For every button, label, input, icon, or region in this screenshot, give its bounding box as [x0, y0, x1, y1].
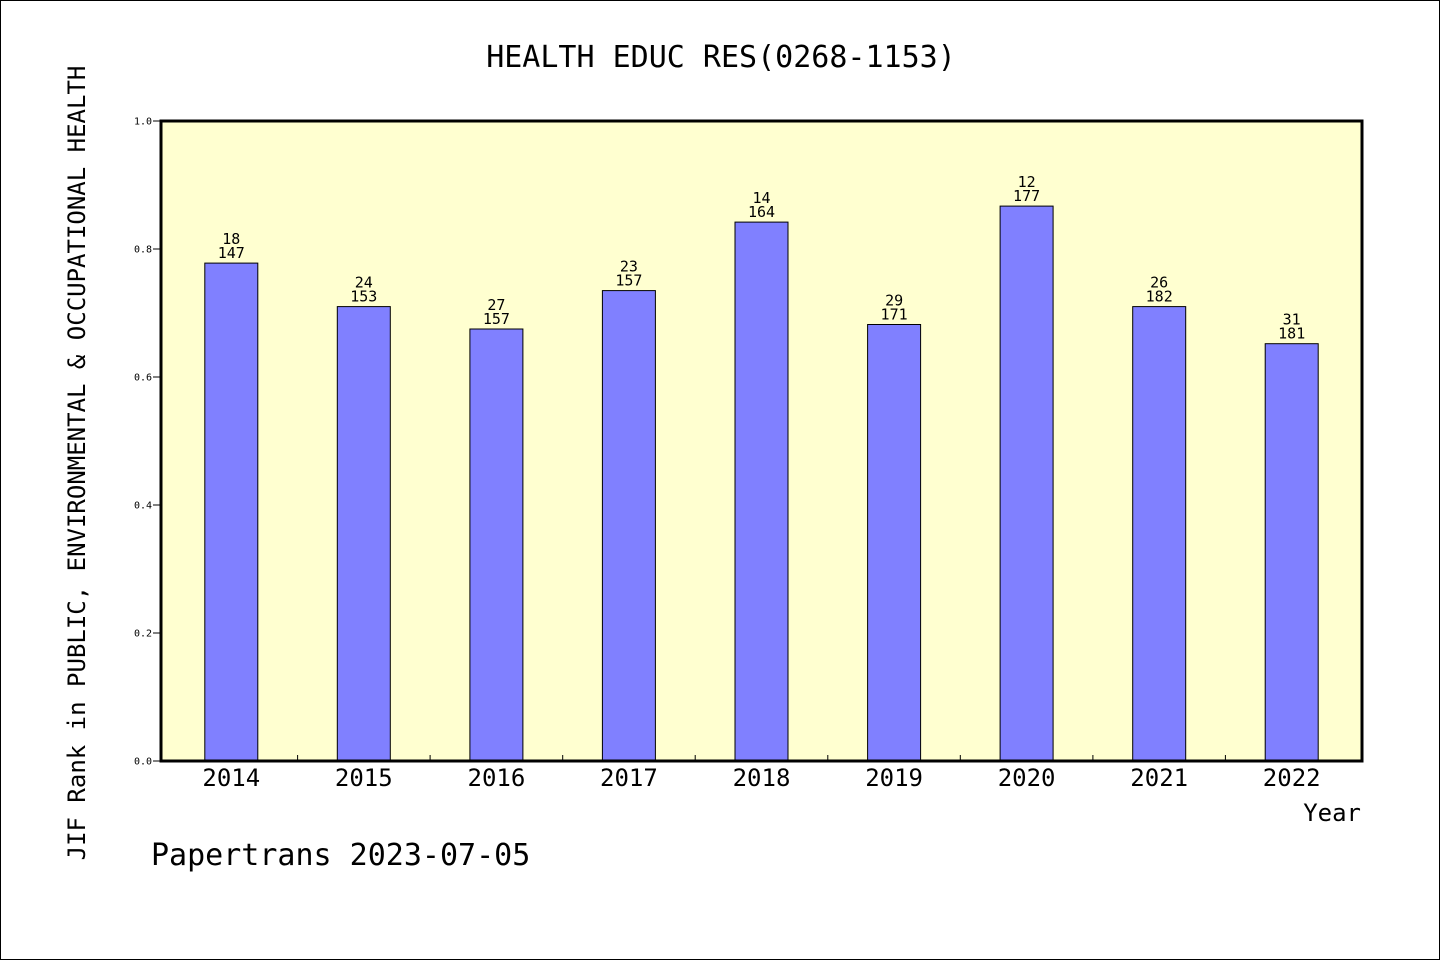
total-label-2020: 177 — [1013, 187, 1040, 205]
bar-2021 — [1132, 306, 1187, 762]
x-axis-label: Year — [1303, 799, 1361, 827]
bar-2020 — [999, 205, 1054, 762]
x-tick-label-2018: 2018 — [733, 764, 791, 792]
rank-label-2017: 23 — [620, 258, 638, 276]
rank-label-2014: 18 — [222, 230, 240, 248]
total-label-2018: 164 — [748, 203, 775, 221]
rank-label-2020: 12 — [1018, 173, 1036, 191]
bar-2016 — [469, 328, 524, 762]
total-label-2016: 157 — [483, 310, 510, 328]
total-label-2015: 153 — [350, 288, 377, 306]
plot-border — [159, 119, 1364, 763]
x-tick-label-2017: 2017 — [600, 764, 658, 792]
bar-2022 — [1264, 343, 1319, 762]
x-tick-label-2016: 2016 — [468, 764, 526, 792]
x-tick-label-2022: 2022 — [1263, 764, 1321, 792]
bar-2015 — [336, 306, 391, 762]
y-tick-label-0.6: 0.6 — [134, 373, 152, 384]
x-tick-label-2014: 2014 — [202, 764, 260, 792]
rank-label-2018: 14 — [752, 189, 770, 207]
chart-title: HEALTH EDUC RES(0268-1153) — [486, 40, 956, 75]
rank-label-2019: 29 — [885, 292, 903, 310]
x-tick-label-2019: 2019 — [865, 764, 923, 792]
x-tick-label-2015: 2015 — [335, 764, 393, 792]
total-label-2021: 182 — [1146, 288, 1173, 306]
rank-label-2022: 31 — [1283, 311, 1301, 329]
footer-credit: Papertrans 2023-07-05 — [151, 838, 530, 873]
bar-2019 — [867, 324, 922, 762]
bars-group — [204, 205, 1319, 762]
rank-label-2016: 27 — [487, 296, 505, 314]
y-tick-label-1.0: 1.0 — [134, 117, 152, 128]
x-tick-label-2021: 2021 — [1130, 764, 1188, 792]
total-label-2017: 157 — [615, 272, 642, 290]
total-label-2022: 181 — [1278, 325, 1305, 343]
y-axis-ticks: 0.0 0.2 0.4 0.6 0.8 1.0 — [134, 117, 161, 768]
y-tick-label-0.2: 0.2 — [134, 629, 152, 640]
total-label-2019: 171 — [881, 306, 908, 324]
y-tick-label-0.0: 0.0 — [134, 757, 152, 768]
x-tick-label-2020: 2020 — [998, 764, 1056, 792]
rank-label-2021: 26 — [1150, 274, 1168, 292]
total-label-2014: 147 — [218, 244, 245, 262]
x-axis-ticks: 2014 2015 2016 2017 2018 2019 2020 2021 2022 — [202, 755, 1321, 792]
y-tick-label-0.4: 0.4 — [134, 501, 152, 512]
bar-2014 — [204, 262, 259, 762]
bar-2017 — [601, 290, 656, 762]
y-axis-label: JIF Rank in PUBLIC, ENVIRONMENTAL & OCCU… — [63, 66, 91, 861]
y-tick-label-0.8: 0.8 — [134, 245, 152, 256]
bar-2018 — [734, 221, 789, 762]
rank-label-2015: 24 — [355, 274, 373, 292]
